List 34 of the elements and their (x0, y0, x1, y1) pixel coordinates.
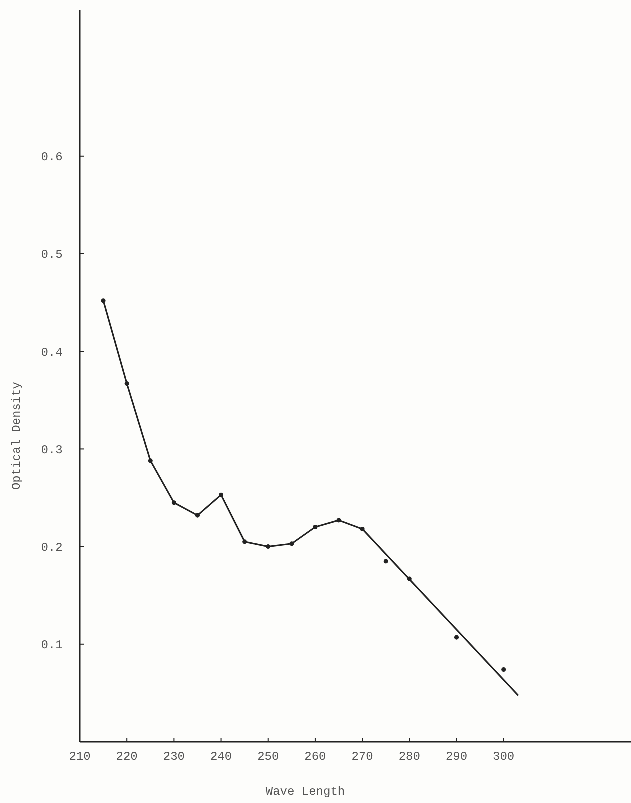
point (124, 382, 130, 386)
y-tick-label: 0.4 (41, 346, 63, 360)
point (290, 542, 294, 546)
point (266, 544, 271, 550)
point (313, 525, 318, 530)
point (407, 576, 412, 582)
x-axis-title: Wave Length (266, 785, 346, 799)
x-tick-label: 250 (258, 750, 280, 764)
x-tick-label: 270 (352, 750, 374, 764)
y-tick-label: 0.2 (41, 541, 63, 555)
point (502, 668, 506, 672)
x-tick-label: 230 (163, 750, 185, 764)
point (195, 513, 200, 518)
point (219, 492, 224, 498)
point (242, 540, 248, 544)
point (172, 500, 176, 506)
x-tick-label: 260 (304, 750, 326, 764)
x-tick-label: 280 (398, 750, 420, 764)
point (454, 635, 460, 640)
point (148, 458, 153, 464)
y-axis-title: Optical Density (10, 382, 24, 490)
y-tick-label: 0.6 (41, 150, 63, 165)
point (336, 518, 342, 523)
x-tick-label: 240 (210, 750, 232, 764)
x-tick-label: 210 (69, 750, 91, 764)
point (360, 526, 365, 532)
y-tick-label: 0.1 (41, 638, 63, 653)
y-tick-label: 0.3 (41, 443, 63, 458)
x-tick-label: 300 (493, 750, 515, 764)
y-tick-label: 0.5 (41, 248, 63, 262)
x-tick-label: 290 (446, 750, 468, 764)
x-tick-label: 220 (116, 750, 138, 764)
point (384, 559, 388, 564)
point (101, 298, 106, 304)
